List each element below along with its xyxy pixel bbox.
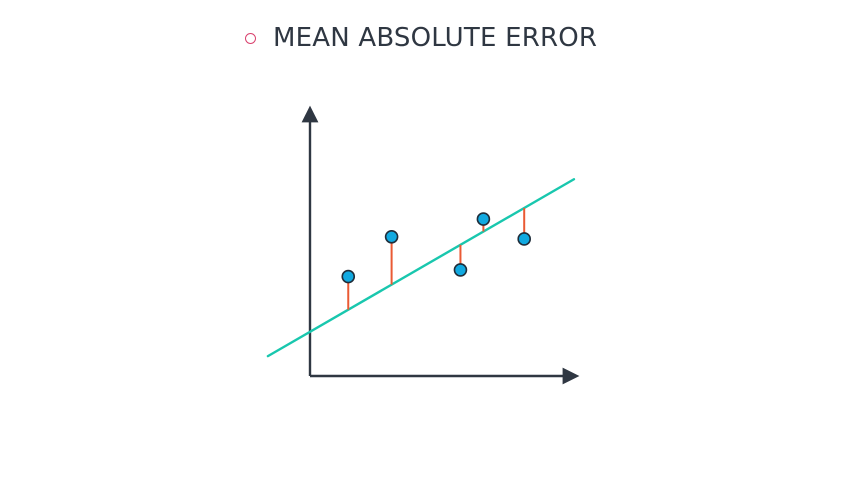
bullet-circle-icon — [245, 32, 256, 44]
data-point-4 — [476, 212, 491, 226]
data-point-1 — [341, 269, 356, 284]
data-point-2 — [384, 229, 399, 244]
slide-heading: MEAN ABSOLUTE ERROR — [245, 20, 597, 56]
slide-title: MEAN ABSOLUTE ERROR — [273, 23, 598, 53]
data-point-3 — [453, 263, 468, 277]
data-point-5 — [517, 232, 532, 246]
regression-line — [266, 178, 576, 358]
